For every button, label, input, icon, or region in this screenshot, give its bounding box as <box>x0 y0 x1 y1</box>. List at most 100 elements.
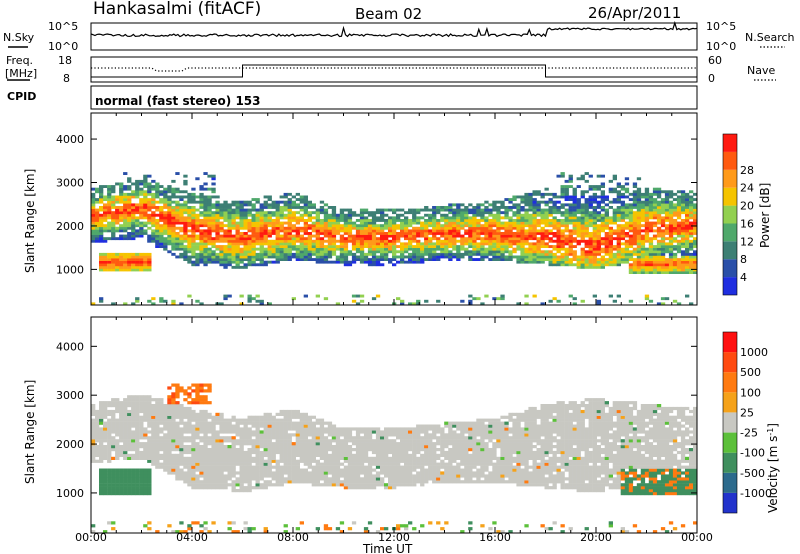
heatmap-cell <box>367 234 373 238</box>
heatmap-cell <box>235 213 240 217</box>
heatmap-cell <box>195 427 200 431</box>
heatmap-cell <box>436 299 441 303</box>
heatmap-cell <box>127 477 132 481</box>
heatmap-cell <box>235 448 240 452</box>
heatmap-cell <box>440 255 445 259</box>
heatmap-cell <box>107 442 112 446</box>
heatmap-cell <box>191 465 196 469</box>
noise-sky-line <box>90 20 698 38</box>
heatmap-cell <box>99 237 104 241</box>
heatmap-cell <box>660 208 666 212</box>
heatmap-cell <box>311 258 316 261</box>
heatmap-cell <box>115 433 120 437</box>
heatmap-cell <box>219 234 224 238</box>
heatmap-cell <box>243 527 248 531</box>
heatmap-cell <box>283 234 288 238</box>
heatmap-cell <box>343 213 349 217</box>
heatmap-cell <box>335 224 341 228</box>
heatmap-cell <box>343 237 349 241</box>
heatmap-cell <box>496 216 501 220</box>
heatmap-cell <box>375 247 381 251</box>
heatmap-cell <box>572 224 577 228</box>
heatmap-cell <box>311 226 316 230</box>
heatmap-cell <box>147 260 152 264</box>
heatmap-cell <box>223 448 228 452</box>
heatmap-cell <box>123 172 128 175</box>
heatmap-cell <box>227 424 232 428</box>
heatmap-cell <box>536 208 541 212</box>
heatmap-cell <box>183 412 188 416</box>
heatmap-cell <box>472 247 477 251</box>
heatmap-cell <box>636 213 642 217</box>
heatmap-cell <box>556 234 561 238</box>
heatmap-cell <box>255 294 260 298</box>
heatmap-cell <box>131 213 136 217</box>
heatmap-cell <box>199 456 204 460</box>
heatmap-cell <box>596 263 601 267</box>
heatmap-cell <box>584 258 589 261</box>
heatmap-cell <box>660 302 666 306</box>
heatmap-cell <box>267 224 272 228</box>
heatmap-cell <box>396 208 401 212</box>
heatmap-cell <box>147 415 152 419</box>
heatmap-cell <box>171 439 176 443</box>
heatmap-cell <box>572 203 577 207</box>
heatmap-cell <box>259 234 264 238</box>
heatmap-cell <box>243 208 248 212</box>
heatmap-cell <box>311 234 316 238</box>
heatmap-cell <box>203 258 208 261</box>
heatmap-cell <box>147 192 152 196</box>
heatmap-cell <box>95 418 100 422</box>
heatmap-cell <box>275 433 280 437</box>
heatmap-cell <box>287 200 292 204</box>
heatmap-cell <box>371 224 377 228</box>
heatmap-cell <box>331 226 337 230</box>
heatmap-cell <box>103 427 108 431</box>
heatmap-cell <box>95 219 100 222</box>
heatmap-cell <box>155 195 160 199</box>
heatmap-cell <box>251 252 256 256</box>
heatmap-cell <box>211 448 216 452</box>
heatmap-cell <box>191 418 196 422</box>
heatmap-cell <box>127 224 132 228</box>
heatmap-cell <box>524 258 529 261</box>
heatmap-cell <box>440 226 445 230</box>
heatmap-cell <box>155 229 160 233</box>
heatmap-cell <box>187 480 192 484</box>
heatmap-cell <box>648 211 654 215</box>
heatmap-cell <box>159 401 164 405</box>
heatmap-cell <box>644 213 650 217</box>
heatmap-cell <box>167 229 172 233</box>
noise-label-left: N.Sky <box>3 31 35 44</box>
heatmap-cell <box>199 483 204 487</box>
heatmap-cell <box>668 255 674 259</box>
heatmap-cell <box>540 242 545 246</box>
power-ylabel: Slant Range [km] <box>23 169 37 273</box>
heatmap-cell <box>404 247 409 251</box>
heatmap-cell <box>215 462 220 466</box>
heatmap-cell <box>500 252 505 256</box>
heatmap-cell <box>167 198 172 201</box>
heatmap-cell <box>107 433 112 437</box>
heatmap-cell <box>648 237 654 241</box>
heatmap-cell <box>203 409 208 414</box>
heatmap-cell <box>267 221 272 225</box>
heatmap-cell <box>171 213 176 217</box>
heatmap-cell <box>135 477 140 481</box>
heatmap-cell <box>251 448 256 452</box>
heatmap-cell <box>291 229 296 233</box>
heatmap-cell <box>408 239 413 243</box>
heatmap-cell <box>524 195 529 199</box>
heatmap-cell <box>552 219 557 222</box>
heatmap-cell <box>143 492 148 496</box>
heatmap-cell <box>480 224 485 228</box>
heatmap-cell <box>444 242 449 246</box>
heatmap-cell <box>452 247 457 251</box>
heatmap-cell <box>452 245 457 248</box>
heatmap-cell <box>191 250 196 254</box>
heatmap-cell <box>319 211 325 215</box>
heatmap-cell <box>163 211 168 215</box>
heatmap-cell <box>588 216 593 220</box>
heatmap-cell <box>420 234 425 238</box>
heatmap-cell <box>468 221 473 225</box>
